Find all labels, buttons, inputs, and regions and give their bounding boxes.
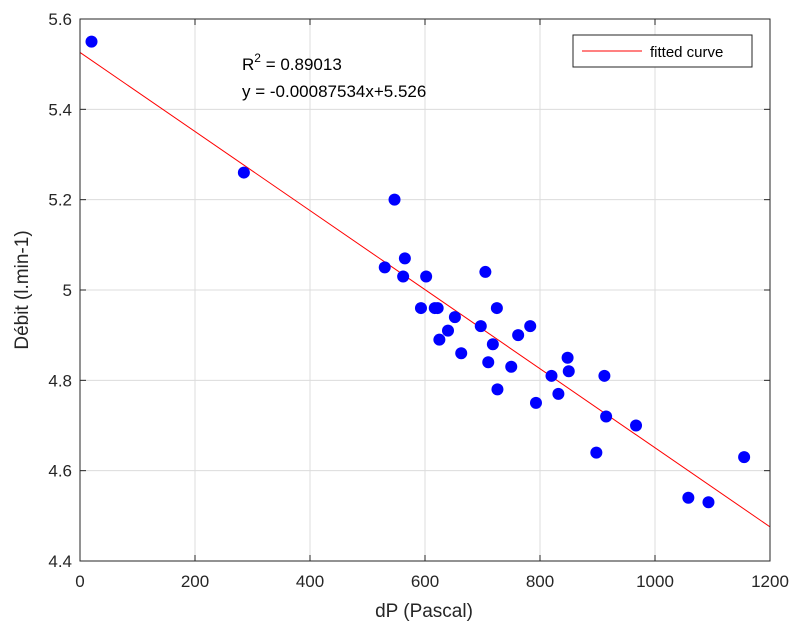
equation-annotation: y = -0.00087534x+5.526 (242, 82, 426, 101)
y-tick-label: 4.8 (48, 371, 72, 390)
data-point (420, 270, 433, 283)
r-squared-base: R (242, 55, 254, 74)
data-point (397, 270, 410, 283)
y-tick-label: 5.4 (48, 100, 72, 119)
x-tick-label: 0 (75, 572, 84, 591)
data-point (442, 324, 454, 337)
legend: fitted curve (572, 34, 753, 68)
data-points (85, 35, 751, 509)
data-point (512, 329, 525, 342)
x-tick-label: 400 (296, 572, 324, 591)
y-tick-label: 5 (63, 281, 72, 300)
x-tick-label: 600 (411, 572, 439, 591)
y-tick-label: 4.6 (48, 462, 72, 481)
data-point (738, 451, 751, 464)
data-point (529, 396, 542, 409)
x-axis-ticks: 0 200 400 600 800 1000 1200 (75, 19, 789, 591)
data-point (431, 302, 444, 315)
data-point (505, 360, 518, 373)
y-tick-label: 5.2 (48, 191, 72, 210)
y-tick-label: 5.6 (48, 10, 72, 29)
x-axis-label: dP (Pascal) (375, 601, 473, 622)
data-point (598, 369, 611, 382)
fitted-curve-layer (79, 52, 771, 528)
x-tick-label: 1200 (751, 572, 789, 591)
r-squared-superscript: 2 (254, 51, 261, 65)
data-point (524, 320, 537, 333)
x-tick-label: 1000 (636, 572, 674, 591)
y-axis-ticks: 4.4 4.6 4.8 5 5.2 5.4 5.6 (48, 10, 770, 571)
data-point (378, 261, 391, 274)
data-point (630, 419, 643, 432)
data-point (702, 496, 715, 509)
data-point (490, 302, 503, 315)
data-point (552, 387, 565, 400)
y-axis-label: Débit (l.min-1) (12, 230, 33, 349)
data-point (482, 356, 495, 369)
data-point (486, 338, 499, 351)
data-point (682, 491, 695, 504)
data-point (545, 369, 558, 382)
data-point (561, 351, 574, 364)
data-point (388, 193, 401, 206)
data-point (491, 383, 504, 396)
data-point (433, 333, 446, 346)
data-point (479, 265, 492, 278)
data-point (474, 320, 487, 333)
x-tick-label: 200 (181, 572, 209, 591)
fitted-curve-line (79, 52, 771, 528)
data-point (600, 410, 613, 423)
data-point (398, 252, 411, 265)
data-point (85, 35, 98, 48)
y-tick-label: 4.4 (48, 552, 72, 571)
data-point (414, 302, 427, 315)
r-squared-value: = 0.89013 (261, 55, 342, 74)
x-tick-label: 800 (526, 572, 554, 591)
data-point (455, 347, 468, 360)
legend-label-fitted-curve: fitted curve (650, 44, 723, 61)
data-point (237, 166, 250, 179)
r-squared-annotation: R2 = 0.89013 (242, 51, 342, 74)
data-point (448, 311, 461, 324)
data-point (590, 446, 603, 459)
data-point (562, 365, 575, 378)
